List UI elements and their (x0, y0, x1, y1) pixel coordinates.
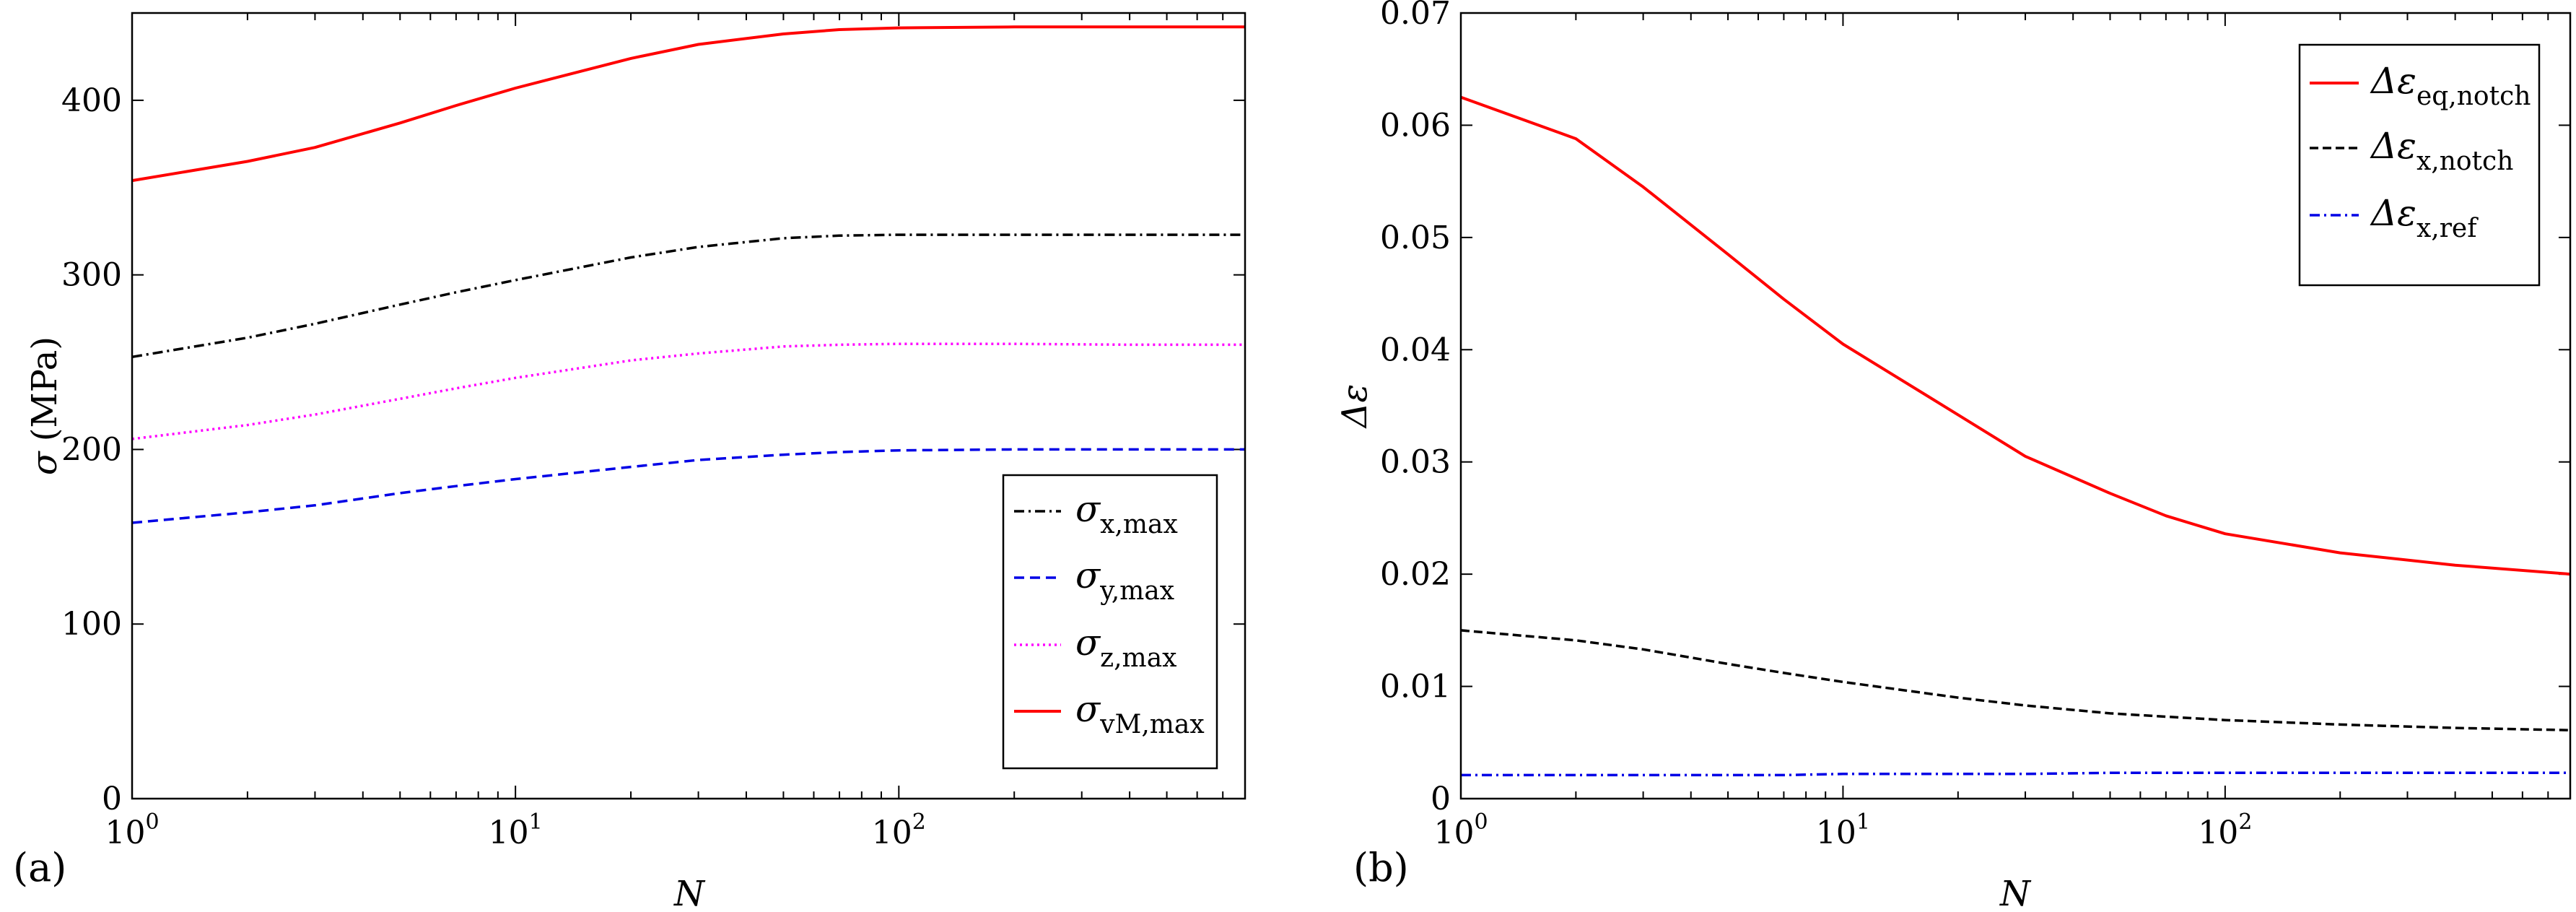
y-tick-label: 0.04 (1380, 331, 1451, 368)
x-tick-exponent: 0 (1474, 809, 1488, 835)
panel-a-x-tick-labels: 100 101 102 (105, 809, 925, 851)
legend-subscript: x,notch (2416, 147, 2513, 176)
legend-subscript: z,max (1100, 643, 1176, 673)
x-tick-label: 102 (872, 809, 926, 851)
legend-subscript: eq,notch (2416, 82, 2531, 111)
legend-subscript: y,max (1099, 576, 1174, 606)
legend-symbol: σ (1075, 555, 1101, 596)
legend-label-eq-notch: Δεeq,notch (2370, 60, 2531, 111)
series-line-x-max (131, 233, 1245, 359)
series-line-eq-notch (1460, 95, 2571, 576)
legend-subscript: x,max (1100, 510, 1178, 539)
panel-a-y-axis-symbol: σ (25, 451, 65, 475)
legend-subscript: x,ref (2416, 214, 2479, 243)
y-tick-label: 100 (61, 606, 122, 643)
legend-symbol: σ (1075, 688, 1101, 730)
panel-a-legend-box (1002, 474, 1218, 770)
series-line-vM-max (131, 25, 1245, 183)
panel-b-strain-chart: 00.010.020.030.040.050.060.07 100 101 102 … (1335, 0, 2572, 912)
legend-label-x-max: σx,max (1075, 488, 1178, 539)
legend-label-y-max: σy,max (1075, 555, 1174, 606)
y-tick-label: 300 (61, 257, 122, 294)
x-tick-exponent: 2 (2238, 809, 2252, 835)
series-line-z-max (131, 342, 1245, 440)
series-line-x-ref (1461, 771, 2570, 777)
y-tick-label: 200 (61, 431, 122, 468)
y-tick-label: 400 (61, 82, 122, 119)
panel-a-axes-frame (131, 12, 1246, 800)
legend-symbol: Δε (2370, 60, 2416, 102)
x-tick-base: 10 (2198, 815, 2238, 851)
series-line-y-max (131, 448, 1245, 524)
panel-a-y-tick-labels: 0 100 200 300 400 (61, 82, 122, 817)
y-tick-label: 0 (1431, 781, 1451, 817)
x-tick-label: 101 (1816, 809, 1870, 851)
legend-symbol: σ (1075, 488, 1101, 530)
legend-label-vM-max: σvM,max (1075, 688, 1205, 739)
panel-a-y-axis-unit: (MPa) (25, 336, 65, 441)
y-tick-label: 0.02 (1380, 556, 1451, 593)
y-tick-label: 0.03 (1380, 444, 1451, 481)
x-tick-base: 10 (872, 815, 912, 851)
x-tick-label: 100 (1433, 809, 1488, 851)
panel-a-y-axis-title: σ (MPa) (25, 336, 65, 475)
panel-b-series-group (1460, 95, 2571, 777)
legend-symbol: σ (1075, 622, 1101, 664)
panel-b-y-tick-labels: 0 0.01 0.02 0.03 0.04 0.05 0.06 0.07 (1380, 0, 1451, 817)
x-tick-label: 101 (489, 809, 543, 851)
panel-b-axes-frame (1459, 12, 2572, 800)
x-tick-base: 10 (105, 815, 145, 851)
x-tick-base: 10 (489, 815, 529, 851)
panel-a-x-axis-title: N (673, 874, 706, 912)
x-tick-exponent: 1 (529, 809, 543, 835)
x-tick-label: 102 (2198, 809, 2252, 851)
panel-b-x-axis-title: N (1999, 874, 2032, 912)
legend-label-x-ref: Δεx,ref (2370, 192, 2479, 243)
x-tick-exponent: 1 (1856, 809, 1870, 835)
legend-symbol: Δε (2370, 125, 2416, 167)
x-tick-label: 100 (105, 809, 159, 851)
x-tick-exponent: 0 (145, 809, 159, 835)
x-tick-exponent: 2 (912, 809, 926, 835)
x-tick-base: 10 (1816, 815, 1856, 851)
legend-label-z-max: σz,max (1075, 622, 1176, 673)
y-tick-label: 0.05 (1380, 220, 1451, 256)
panel-b-legend-box (2298, 43, 2541, 287)
legend-symbol: Δε (2370, 192, 2416, 234)
x-tick-base: 10 (1433, 815, 1474, 851)
panel-a-series-group (131, 25, 1245, 524)
y-tick-label: 0 (102, 781, 122, 817)
panel-b-x-tick-labels: 100 101 102 (1433, 809, 2252, 851)
panel-b-label: (b) (1353, 845, 1409, 890)
y-tick-label: 0.07 (1380, 0, 1451, 32)
panel-b-y-axis-title: Δε (1335, 384, 1375, 429)
y-tick-label: 0.01 (1380, 669, 1451, 705)
legend-label-x-notch: Δεx,notch (2370, 125, 2513, 176)
y-tick-label: 0.06 (1380, 107, 1451, 144)
legend-subscript: vM,max (1099, 710, 1205, 739)
panel-a-label: (a) (13, 845, 66, 890)
series-line-x-notch (1460, 629, 2571, 731)
